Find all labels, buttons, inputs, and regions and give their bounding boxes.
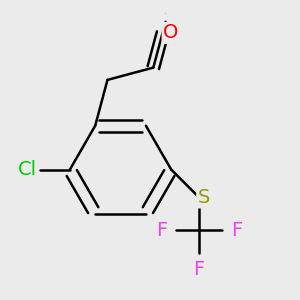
Text: F: F (156, 220, 167, 240)
Text: O: O (165, 13, 166, 14)
Text: Cl: Cl (18, 160, 37, 179)
Text: F: F (194, 260, 205, 279)
Text: F: F (231, 220, 242, 240)
Text: O: O (163, 23, 178, 42)
Text: S: S (198, 188, 210, 207)
